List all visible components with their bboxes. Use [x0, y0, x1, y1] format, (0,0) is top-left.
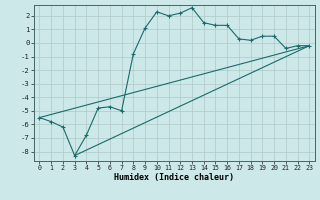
- X-axis label: Humidex (Indice chaleur): Humidex (Indice chaleur): [114, 173, 234, 182]
